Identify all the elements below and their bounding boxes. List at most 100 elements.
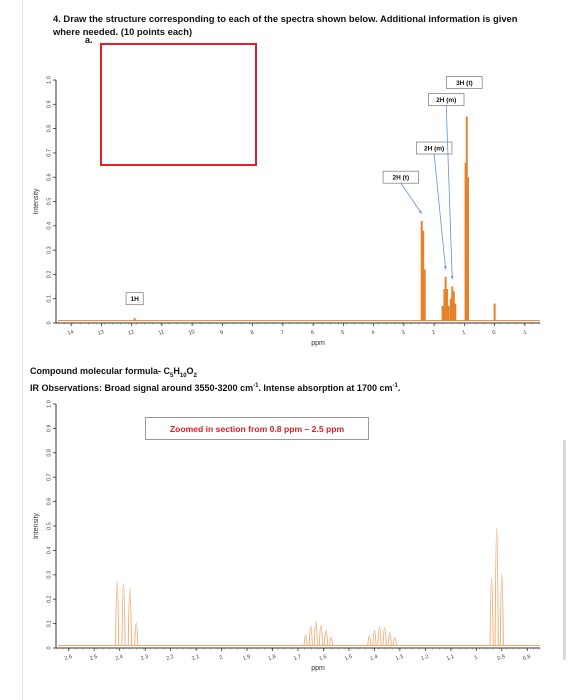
spectrum-peak bbox=[127, 588, 132, 646]
arrowhead-icon bbox=[418, 210, 422, 214]
spectrum-peak bbox=[329, 637, 334, 646]
molecular-formula: Compound molecular formula- C5H10O2 bbox=[30, 366, 197, 379]
formula-c-count: 5 bbox=[170, 372, 174, 379]
x-tick-label: 2.5 bbox=[89, 654, 98, 662]
x-tick-label: 9 bbox=[220, 330, 225, 337]
peak-annotation-box bbox=[382, 170, 419, 184]
y-tick-label: 0.9 bbox=[46, 425, 52, 433]
nmr-spectrum-full: 0 0.1 0.2 0.3 0.4 0.5 0.6 0.7 0.8 0.9 1.0 Intensity… bbox=[33, 76, 541, 347]
y-tick-label: 0.4 bbox=[46, 222, 52, 230]
formula-h: H bbox=[173, 366, 180, 376]
arrowhead-icon bbox=[450, 276, 454, 280]
formula-h-count: 10 bbox=[179, 372, 187, 379]
peak-annotation-label: 2H (m) bbox=[436, 97, 456, 104]
x-tick-label: 1.3 bbox=[395, 654, 404, 662]
peak-annotation-box bbox=[446, 76, 483, 89]
formula-prefix: Compound molecular formula- C bbox=[30, 366, 171, 376]
x-tick-label: 2.1 bbox=[191, 654, 200, 662]
spectrum-peak bbox=[313, 621, 318, 646]
x-tick-label: 1.4 bbox=[369, 654, 378, 662]
y-tick-label: 0.1 bbox=[46, 620, 52, 628]
y-tick-label: 0.3 bbox=[46, 571, 52, 579]
spectrum-peak bbox=[499, 573, 504, 646]
question-title: 4. Draw the structure corresponding to e… bbox=[53, 13, 518, 37]
spectrum-peak bbox=[134, 622, 139, 646]
x-tick-label: 6 bbox=[310, 330, 315, 337]
x-tick-label: 2.3 bbox=[140, 654, 149, 662]
part-label: a. bbox=[85, 35, 93, 45]
spectrum-peak bbox=[382, 627, 387, 646]
y-tick-label: 0.7 bbox=[46, 149, 52, 157]
annotation-arrow bbox=[400, 182, 423, 214]
x-tick-label: 11 bbox=[158, 329, 165, 337]
nmr-spectrum-zoomed: 0 0.1 0.2 0.3 0.4 0.5 0.6 0.7 0.8 0.9 1.0 Intensity… bbox=[33, 400, 541, 672]
x-tick-label: 2 bbox=[431, 330, 436, 337]
annotation-arrow bbox=[433, 154, 447, 270]
peak-annotation-box bbox=[125, 292, 144, 306]
x-tick-label: 2.6 bbox=[64, 654, 73, 662]
y-tick-label: 0.7 bbox=[46, 473, 52, 481]
x-tick-label: 1.2 bbox=[420, 654, 429, 662]
spectrum-peak bbox=[367, 635, 372, 646]
y-tick-label: 0.1 bbox=[46, 295, 52, 303]
ir-text-2: . Intense absorption at 1700 cm bbox=[258, 383, 393, 393]
spectrum-peak bbox=[494, 527, 499, 646]
y-tick-label: 1.0 bbox=[46, 400, 52, 408]
spectrum-peak bbox=[377, 626, 382, 646]
x-tick-label: 1.6 bbox=[319, 654, 328, 662]
x-tick-label: 14 bbox=[67, 329, 75, 337]
peak-annotation-label: 1H bbox=[130, 296, 139, 303]
x-tick-label: 0.9 bbox=[497, 654, 506, 662]
y-tick-label: 0.9 bbox=[46, 100, 52, 108]
peak-annotation-label: 2H (t) bbox=[393, 175, 410, 182]
x-tick-label: 5 bbox=[341, 330, 346, 337]
x-tick-label: 10 bbox=[188, 329, 196, 337]
spectrum-peak bbox=[323, 629, 329, 646]
y-tick-label: 0.8 bbox=[46, 125, 52, 133]
y-tick-label: 0.5 bbox=[46, 522, 52, 530]
x-tick-label: 1.9 bbox=[242, 654, 251, 662]
x-tick-label: 1.1 bbox=[446, 654, 455, 662]
x-tick-label: 1.8 bbox=[268, 654, 277, 662]
x-tick-label: 7 bbox=[280, 330, 285, 337]
x-tick-label: -1 bbox=[521, 329, 528, 336]
peak-annotation-label: 2H (m) bbox=[424, 146, 444, 153]
y-tick-label: 1.0 bbox=[46, 76, 52, 84]
x-tick-label: 0 bbox=[492, 330, 497, 337]
answer-box[interactable] bbox=[100, 43, 257, 166]
x-axis-label: ppm bbox=[311, 665, 325, 672]
spectrum-peak bbox=[318, 624, 323, 646]
y-axis-label: Intensity bbox=[33, 188, 40, 215]
spectrum-peak bbox=[303, 634, 308, 646]
spectrum-peak bbox=[121, 583, 126, 646]
y-axis-label: Intensity bbox=[33, 512, 40, 539]
spectrum-peak bbox=[372, 629, 377, 646]
x-tick-label: 1 bbox=[462, 330, 467, 337]
y-tick-label: 0.4 bbox=[46, 547, 52, 555]
y-tick-label: 0.2 bbox=[46, 271, 52, 279]
arrowhead-icon bbox=[443, 266, 447, 270]
spectrum-peak bbox=[489, 577, 494, 646]
peak-annotation-label: 3H (t) bbox=[456, 80, 473, 87]
y-tick-label: 0.2 bbox=[46, 595, 52, 603]
spectrum-peak bbox=[387, 632, 392, 646]
y-tick-label: 0.8 bbox=[46, 449, 52, 457]
formula-o: O bbox=[186, 366, 194, 376]
y-tick-label: 0.6 bbox=[46, 498, 52, 506]
y-tick-label: 0 bbox=[46, 646, 52, 649]
x-tick-label: 1.7 bbox=[293, 654, 302, 662]
scrollbar[interactable] bbox=[563, 440, 566, 660]
x-tick-label: 1 bbox=[474, 655, 479, 662]
x-tick-label: 2.2 bbox=[166, 654, 175, 662]
y-tick-label: 0 bbox=[46, 321, 52, 324]
x-tick-label: 2.4 bbox=[115, 654, 124, 662]
x-tick-label: 2 bbox=[219, 655, 224, 662]
spectrum-peak bbox=[392, 637, 397, 646]
formula-o-count: 2 bbox=[193, 372, 197, 379]
x-tick-label: 12 bbox=[127, 329, 135, 337]
zoom-note: Zoomed in section from 0.8 ppm – 2.5 ppm bbox=[145, 417, 369, 440]
document-page bbox=[23, 0, 557, 700]
ir-observations: IR Observations: Broad signal around 355… bbox=[30, 383, 400, 393]
x-tick-label: 3 bbox=[401, 330, 406, 337]
document-edge bbox=[22, 0, 23, 700]
